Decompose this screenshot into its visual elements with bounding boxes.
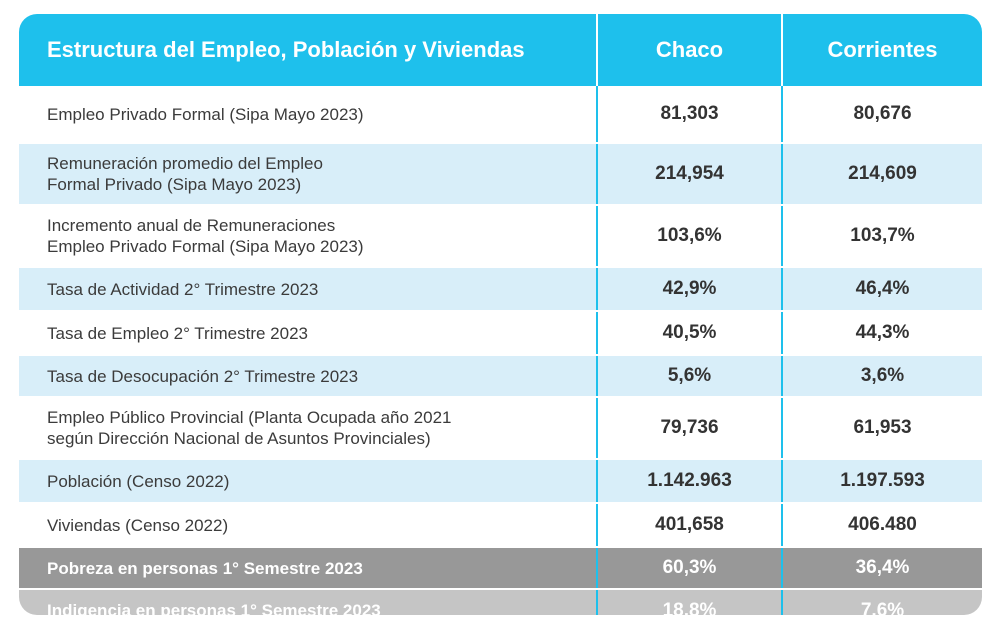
corrientes-value: 61,953 (782, 397, 982, 460)
chaco-value: 40,5% (597, 311, 783, 356)
corrientes-value: 1.197.593 (782, 459, 982, 504)
corrientes-value: 36,4% (782, 547, 982, 590)
row-label: Incremento anual de Remuneraciones Emple… (19, 205, 598, 268)
row-label-line: según Dirección Nacional de Asuntos Prov… (47, 429, 431, 448)
corrientes-value: 80,676 (782, 86, 982, 144)
row-label-line: Población (Censo 2022) (47, 471, 230, 491)
row-label-line: Tasa de Actividad 2° Trimestre 2023 (47, 279, 319, 299)
chaco-value: 5,6% (597, 355, 783, 398)
row-label-line: Tasa de Desocupación 2° Trimestre 2023 (47, 366, 359, 386)
chaco-value: 60,3% (597, 547, 783, 590)
chaco-value: 401,658 (597, 503, 783, 548)
row-label: Remuneración promedio del Empleo Formal … (19, 143, 598, 206)
row-label-line: Tasa de Empleo 2° Trimestre 2023 (47, 323, 308, 343)
row-label-line: Formal Privado (Sipa Mayo 2023) (47, 175, 302, 194)
row-label-line: Viviendas (Censo 2022) (47, 515, 229, 535)
table-row: Empleo Público Provincial (Planta Ocupad… (19, 397, 982, 460)
corrientes-value: 46,4% (782, 267, 982, 312)
chaco-value: 81,303 (597, 86, 783, 144)
table-row: Remuneración promedio del Empleo Formal … (19, 143, 982, 206)
header-chaco: Chaco (597, 14, 783, 86)
row-label: Pobreza en personas 1° Semestre 2023 (19, 547, 598, 590)
employment-population-table: Estructura del Empleo, Población y Vivie… (19, 14, 982, 615)
chaco-value: 103,6% (597, 205, 783, 268)
chaco-value: 214,954 (597, 143, 783, 206)
table-row: Viviendas (Censo 2022) 401,658 406.480 (19, 503, 982, 548)
corrientes-value: 44,3% (782, 311, 982, 356)
table-row-poverty: Pobreza en personas 1° Semestre 2023 60,… (19, 547, 982, 590)
table-row: Tasa de Desocupación 2° Trimestre 2023 5… (19, 355, 982, 398)
table-row-indigence: Indigencia en personas 1° Semestre 2023 … (19, 589, 982, 615)
row-label-line: Remuneración promedio del Empleo (47, 154, 323, 173)
header-corrientes: Corrientes (782, 14, 982, 86)
table-row: Población (Censo 2022) 1.142.963 1.197.5… (19, 459, 982, 504)
row-label-line: Incremento anual de Remuneraciones (47, 216, 336, 235)
data-table-card: Estructura del Empleo, Población y Vivie… (19, 14, 982, 615)
row-label: Población (Censo 2022) (19, 459, 598, 504)
table-row: Empleo Privado Formal (Sipa Mayo 2023) 8… (19, 86, 982, 144)
row-label: Tasa de Actividad 2° Trimestre 2023 (19, 267, 598, 312)
chaco-value: 1.142.963 (597, 459, 783, 504)
row-label-line: Empleo Público Provincial (Planta Ocupad… (47, 408, 452, 427)
row-label-line: Empleo Privado Formal (Sipa Mayo 2023) (47, 237, 364, 256)
corrientes-value: 7,6% (782, 589, 982, 615)
row-label: Viviendas (Censo 2022) (19, 503, 598, 548)
table-row: Incremento anual de Remuneraciones Emple… (19, 205, 982, 268)
row-label-line: Indigencia en personas 1° Semestre 2023 (47, 601, 381, 615)
row-label: Empleo Privado Formal (Sipa Mayo 2023) (19, 86, 598, 144)
table-row: Tasa de Empleo 2° Trimestre 2023 40,5% 4… (19, 311, 982, 356)
row-label: Tasa de Empleo 2° Trimestre 2023 (19, 311, 598, 356)
chaco-value: 79,736 (597, 397, 783, 460)
corrientes-value: 103,7% (782, 205, 982, 268)
corrientes-value: 406.480 (782, 503, 982, 548)
header-label: Estructura del Empleo, Población y Vivie… (19, 14, 598, 86)
row-label-line: Pobreza en personas 1° Semestre 2023 (47, 558, 363, 578)
row-label: Indigencia en personas 1° Semestre 2023 (19, 589, 598, 615)
row-label: Tasa de Desocupación 2° Trimestre 2023 (19, 355, 598, 398)
chaco-value: 42,9% (597, 267, 783, 312)
table-header-row: Estructura del Empleo, Población y Vivie… (19, 14, 982, 86)
corrientes-value: 3,6% (782, 355, 982, 398)
chaco-value: 18,8% (597, 589, 783, 615)
row-label-line: Empleo Privado Formal (Sipa Mayo 2023) (47, 104, 364, 124)
row-label: Empleo Público Provincial (Planta Ocupad… (19, 397, 598, 460)
table-row: Tasa de Actividad 2° Trimestre 2023 42,9… (19, 267, 982, 312)
corrientes-value: 214,609 (782, 143, 982, 206)
